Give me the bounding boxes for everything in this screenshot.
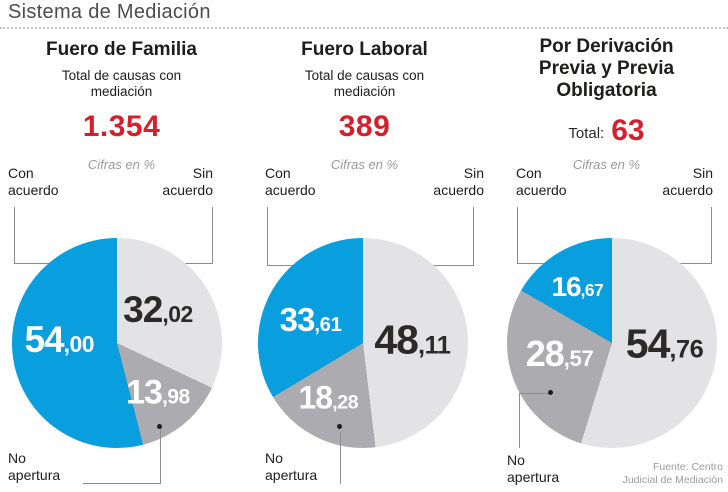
slice-value-con-acuerdo: 54,00: [24, 318, 95, 360]
units-note: Cifras en %: [572, 157, 641, 172]
legend-no-apertura: No apertura: [507, 452, 560, 485]
leader-line-con-acuerdo: [267, 207, 309, 266]
total-causes-value: 63: [611, 114, 645, 147]
chart-title: Fuero Laboral: [301, 39, 428, 60]
chart-column-fuero-laboral: Fuero Laboral Total de causas con mediac…: [243, 0, 486, 492]
pie-chart-fuero-laboral: 33,61 48,11 18,28: [258, 238, 468, 448]
legend-sin-acuerdo: Sin acuerdo: [662, 165, 713, 198]
chart-column-fuero-de-familia: Fuero de Familia Total de causas con med…: [0, 0, 243, 492]
legend-no-apertura: No apertura: [8, 450, 61, 483]
chart-title: Por Derivación Previa y Previa Obligator…: [538, 36, 675, 101]
page-title: Sistema de Mediación: [8, 1, 211, 23]
header-divider: [0, 27, 728, 29]
legend-no-apertura: No apertura: [265, 450, 318, 483]
chart-subtitle: Total de causas con mediación: [304, 68, 425, 99]
chart-column-derivacion-previa: Por Derivación Previa y Previa Obligator…: [485, 0, 728, 492]
pie-chart-fuero-de-familia: 54,00 32,02 13,98: [12, 238, 222, 448]
source-credit: Fuente: Centro Judicial de Mediación: [623, 461, 723, 487]
chart-title: Fuero de Familia: [46, 39, 197, 60]
leader-line-con-acuerdo: [14, 207, 58, 264]
leader-line-sin-acuerdo: [661, 207, 712, 264]
leader-line-no-apertura: [340, 432, 341, 484]
leader-line-sin-acuerdo: [408, 207, 474, 266]
units-note: Cifras en %: [330, 157, 399, 172]
total-causes-value: 1.354: [82, 110, 161, 143]
slice-value-no-apertura: 13,98: [126, 373, 190, 412]
pie-chart-derivacion-previa: 16,67 54,76 28,57: [507, 238, 717, 448]
units-note: Cifras en %: [87, 157, 156, 172]
slice-value-sin-acuerdo: 32,02: [123, 289, 193, 331]
slice-value-no-apertura: 28,57: [525, 332, 594, 374]
slice-value-sin-acuerdo: 54,76: [625, 320, 704, 367]
chart-subtitle: Total de causas con mediación: [61, 68, 182, 99]
slice-value-no-apertura: 18,28: [298, 379, 359, 416]
total-label: Total:: [568, 125, 605, 142]
leader-dot-no-apertura: [157, 424, 162, 429]
legend-con-acuerdo: Con acuerdo: [265, 165, 316, 198]
legend-con-acuerdo: Con acuerdo: [516, 165, 567, 198]
legend-sin-acuerdo: Sin acuerdo: [162, 165, 213, 198]
slice-value-con-acuerdo: 16,67: [551, 271, 604, 303]
slice-value-sin-acuerdo: 48,11: [374, 316, 451, 363]
total-row: Total: 63: [485, 114, 728, 148]
leader-dot-no-apertura: [548, 390, 553, 395]
source-line-2: Judicial de Mediación: [622, 474, 723, 486]
legend-sin-acuerdo: Sin acuerdo: [433, 165, 484, 198]
leader-line-no-apertura: [83, 427, 161, 484]
leader-dot-no-apertura: [337, 424, 342, 429]
legend-con-acuerdo: Con acuerdo: [8, 165, 59, 198]
leader-line-no-apertura: [519, 393, 552, 448]
source-line-1: Fuente: Centro: [652, 461, 723, 473]
total-causes-value: 389: [338, 110, 391, 143]
leader-line-con-acuerdo: [517, 207, 562, 264]
slice-value-con-acuerdo: 33,61: [279, 300, 342, 338]
